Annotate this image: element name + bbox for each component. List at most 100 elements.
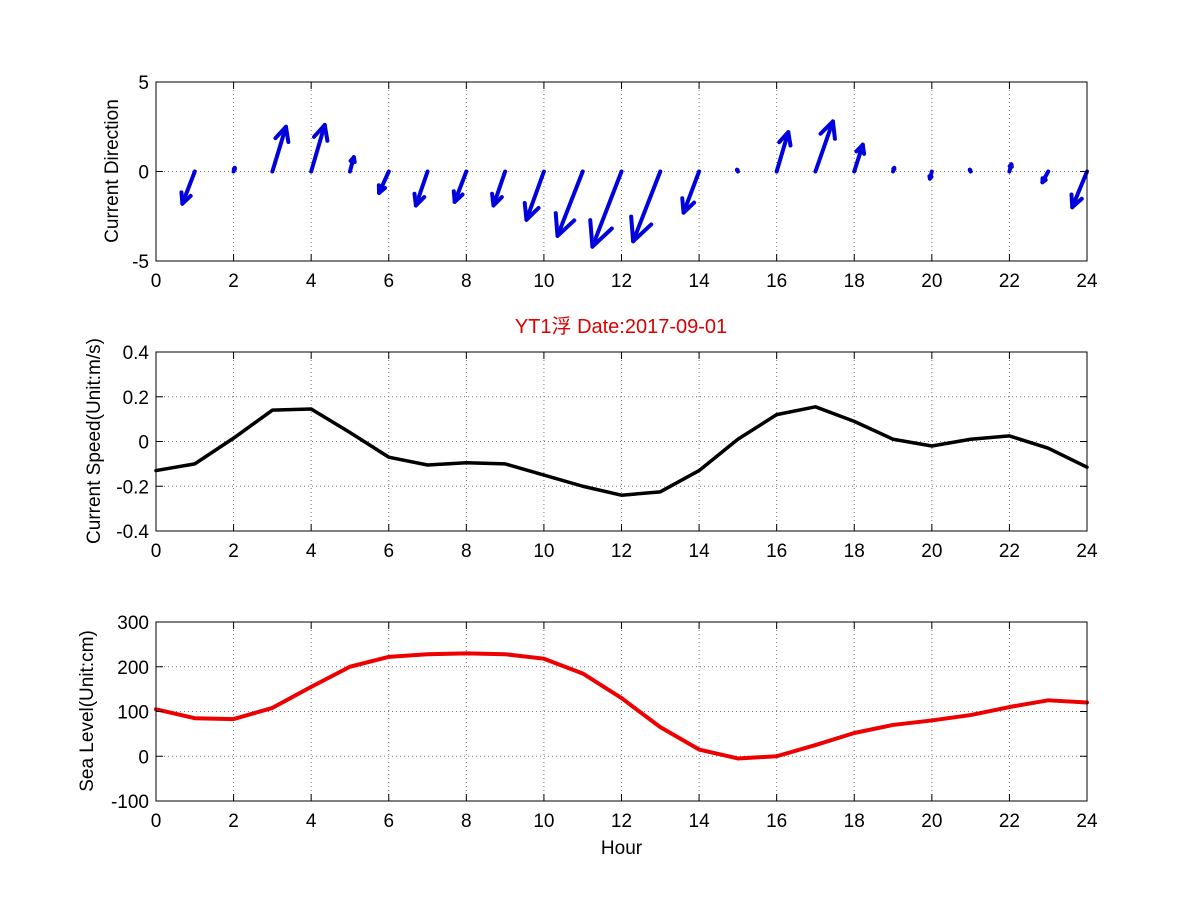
current-speed-line	[154, 405, 1089, 497]
quiver-arrow	[967, 167, 973, 174]
x-tick-label: 12	[611, 811, 632, 832]
arrow-head	[273, 124, 291, 144]
arrow-shaft	[681, 169, 702, 215]
arrow-shaft	[491, 169, 508, 208]
x-tick-label: 6	[383, 541, 394, 562]
quiver-arrow	[680, 169, 702, 215]
arrow-shaft	[452, 169, 469, 204]
arrow-head	[348, 155, 357, 164]
arrow-shaft	[852, 142, 865, 174]
arrow-shaft	[180, 169, 197, 206]
arrow-head	[231, 165, 237, 172]
x-tick-label: 14	[689, 271, 711, 292]
x-tick-label: 0	[151, 811, 162, 832]
x-tick-label: 24	[1076, 811, 1098, 832]
x-tick-label: 22	[999, 541, 1020, 562]
quiver-arrow	[629, 169, 663, 244]
y-tick-label: 5	[138, 73, 149, 94]
x-tick-label: 16	[766, 811, 787, 832]
x-tick-label: 8	[461, 811, 472, 832]
arrow-head	[680, 196, 697, 215]
arrow-head	[588, 218, 614, 249]
arrow-shaft	[270, 124, 288, 174]
quiver-arrow	[179, 169, 197, 206]
arrow-head	[927, 174, 934, 181]
y-tick-label: -0.2	[116, 477, 149, 498]
x-tick-label: 6	[383, 271, 394, 292]
arrow-head	[777, 130, 793, 148]
x-tick-label: 4	[306, 811, 317, 832]
y-axis-label: Current Speed(Unit:m/s)	[84, 338, 105, 544]
x-tick-label: 16	[766, 271, 787, 292]
y-tick-label: 0	[138, 163, 149, 184]
x-tick-label: 24	[1076, 271, 1098, 292]
x-tick-label: 2	[228, 541, 239, 562]
y-tick-label: -0.4	[116, 522, 149, 543]
arrow-head	[553, 211, 577, 238]
y-axis-label: Sea Level(Unit:cm)	[77, 630, 98, 792]
arrow-head	[1007, 162, 1014, 169]
x-tick-label: 10	[533, 811, 554, 832]
x-tick-label: 20	[921, 541, 942, 562]
x-tick-label: 20	[921, 271, 942, 292]
plot-area	[156, 352, 1087, 531]
quiver-arrow	[309, 122, 330, 174]
arrow-head	[854, 142, 867, 156]
arrow-shaft	[813, 119, 835, 174]
x-tick-label: 2	[228, 271, 239, 292]
y-tick-label: 0.2	[123, 388, 149, 409]
quiver-arrow	[588, 169, 624, 249]
quiver-arrow	[451, 169, 469, 204]
quiver-arrow	[522, 169, 546, 222]
arrow-shaft	[524, 169, 546, 222]
plot-area	[156, 622, 1087, 801]
sea-level-line	[154, 651, 1089, 761]
quiver-arrow	[735, 167, 740, 174]
arrow-shaft	[590, 169, 624, 249]
quiver-arrow	[1040, 169, 1051, 185]
x-tick-label: 8	[461, 541, 472, 562]
x-tick-label: 22	[999, 811, 1020, 832]
quiver-arrow	[553, 169, 585, 238]
arrow-shaft	[555, 169, 585, 238]
x-axis-label: Hour	[601, 838, 643, 859]
x-tick-label: 18	[844, 811, 865, 832]
quiver-arrow	[1007, 162, 1014, 174]
quiver-arrow	[412, 169, 430, 208]
x-tick-label: 0	[151, 541, 162, 562]
x-tick-label: 6	[383, 811, 394, 832]
y-tick-label: 200	[117, 658, 149, 679]
arrow-head	[451, 189, 465, 204]
y-tick-label: 100	[117, 703, 149, 724]
x-tick-label: 16	[766, 541, 787, 562]
arrow-shaft	[309, 122, 327, 174]
quiver-arrow	[347, 155, 357, 174]
quiver-arrow	[270, 124, 291, 174]
y-tick-label: -100	[111, 792, 149, 813]
arrow-head	[1069, 192, 1084, 210]
y-axis-label: Current Direction	[102, 99, 123, 243]
arrow-head	[818, 119, 837, 141]
current-speed-panel: 0 2 4 6 8 10 12 14 16 18 20 22 24-0.4-0.200.20.4Curr…	[84, 338, 1098, 562]
arrow-shaft	[631, 169, 663, 244]
x-tick-label: 4	[306, 541, 317, 562]
quiver-arrow	[813, 119, 837, 174]
arrow-head	[735, 167, 740, 173]
arrow-shaft	[774, 130, 791, 174]
x-tick-label: 18	[844, 271, 865, 292]
x-tick-label: 12	[611, 271, 632, 292]
arrow-head	[1040, 176, 1048, 185]
y-tick-label: 0.4	[123, 343, 150, 364]
arrow-shaft	[413, 169, 430, 208]
x-tick-label: 14	[689, 541, 711, 562]
y-tick-label: -5	[132, 252, 149, 273]
arrow-head	[312, 122, 330, 143]
arrow-head	[412, 191, 427, 208]
arrow-head	[179, 190, 193, 206]
y-tick-label: 0	[138, 747, 149, 768]
quiver-arrow	[891, 165, 897, 174]
x-tick-label: 24	[1076, 541, 1098, 562]
quiver-arrow	[490, 169, 508, 208]
x-tick-label: 22	[999, 271, 1020, 292]
